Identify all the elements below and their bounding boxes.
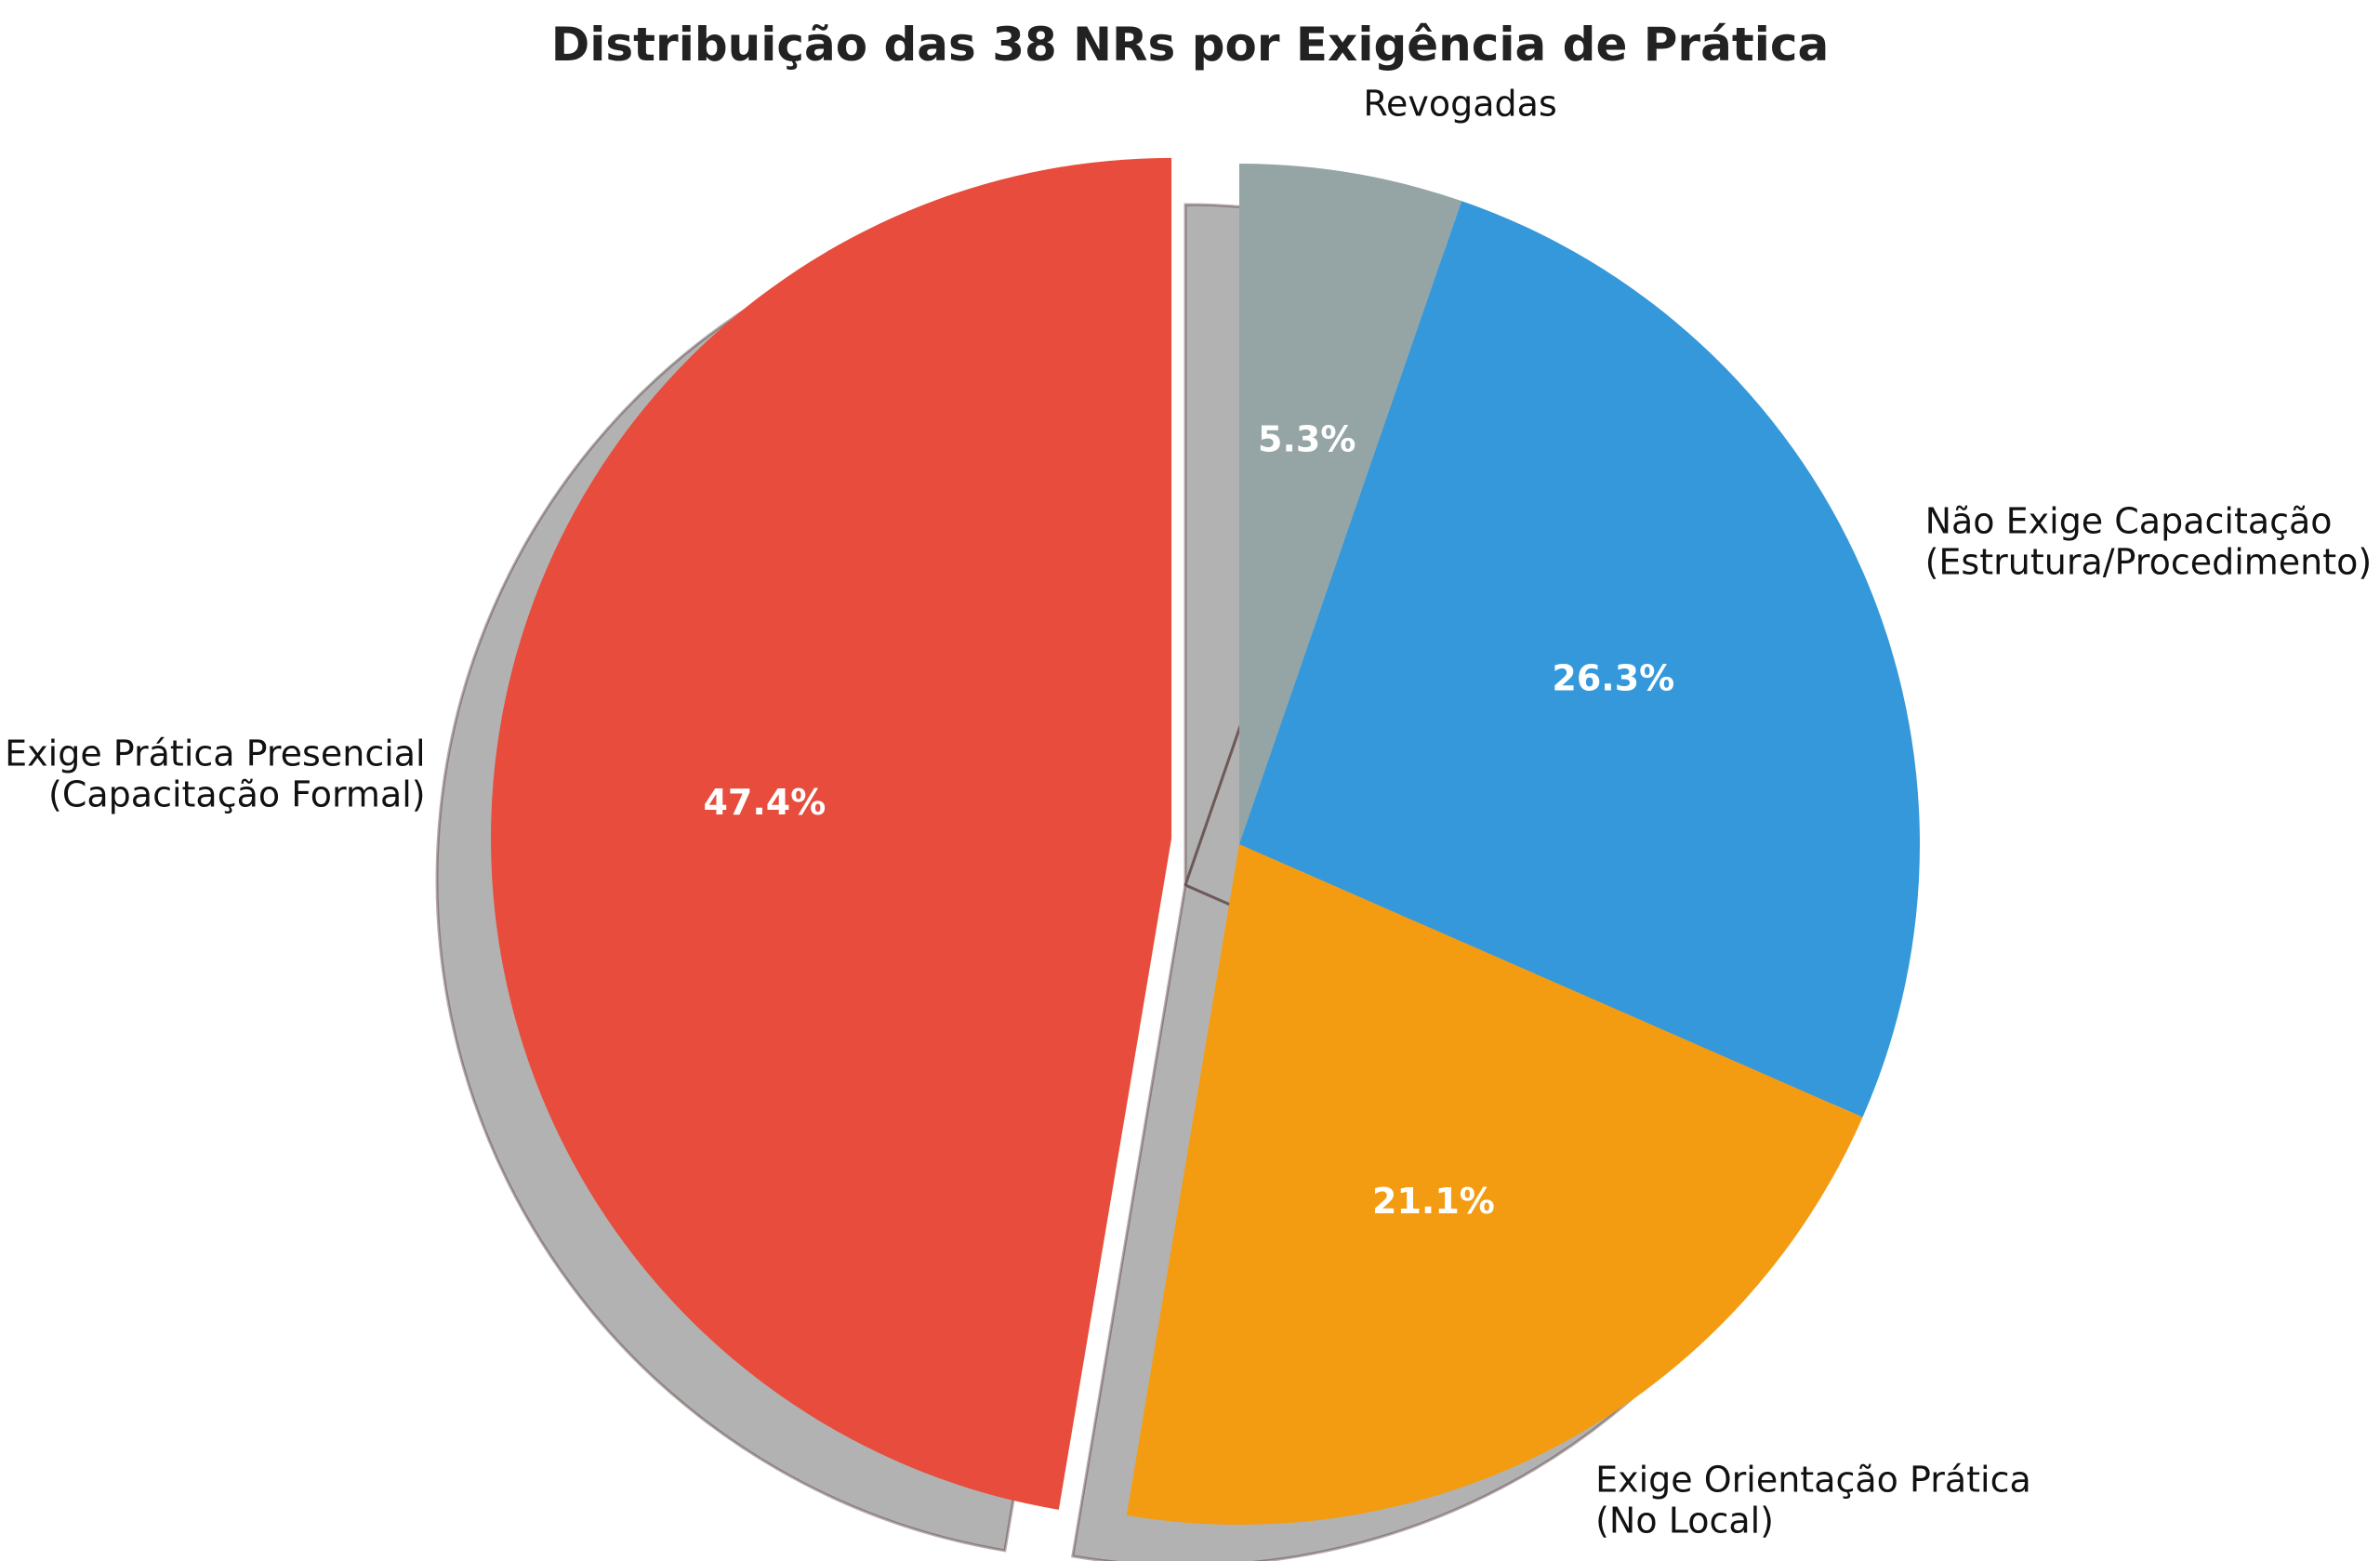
slice-2-percent-label: 21.1%	[1372, 1181, 1495, 1222]
slice-1-wedge	[491, 157, 1172, 1510]
slice-4-wedge	[1239, 164, 1462, 844]
slice-3-percent-label: 26.3%	[1552, 657, 1674, 698]
slice-2-category-label: Exige Orientação Prática (No Local)	[1595, 1460, 2031, 1541]
slice-3-category-label: Não Exige Capacitação (Estrutura/Procedim…	[1925, 501, 2373, 583]
chart-title: Distribuição das 38 NRs por Exigência de…	[551, 18, 1830, 72]
slice-4-percent-label: 5.3%	[1258, 418, 1355, 459]
slice-1-category-label: Exige Prática Presencial (Capacitação For…	[5, 734, 425, 815]
slices	[491, 157, 1920, 1526]
slice-4-category-label: Revogadas	[1363, 83, 1556, 124]
slice-3-wedge	[1239, 201, 1920, 1118]
slice-2-wedge	[1126, 844, 1863, 1526]
slice-labels: 47.4% Exige Prática Presencial (Capacitaçã…	[5, 83, 2372, 1541]
slice-1-percent-label: 47.4%	[703, 782, 826, 823]
